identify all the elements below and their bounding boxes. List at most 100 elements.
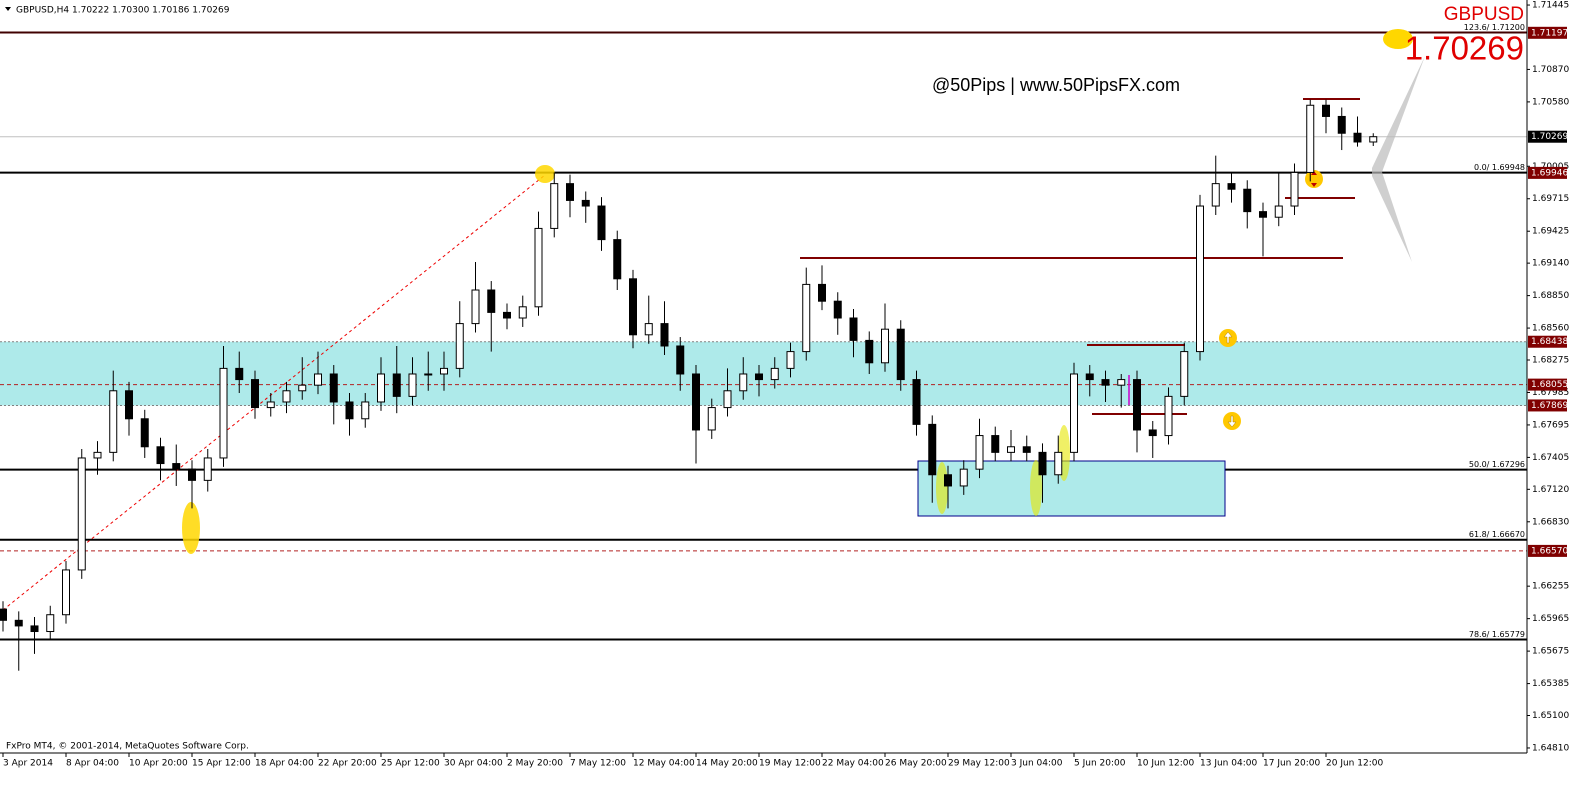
candle-body — [566, 183, 574, 201]
fib-label: 123.6/ 1.71200 — [1464, 23, 1525, 32]
candle-body — [345, 401, 354, 420]
candle-body — [140, 418, 149, 448]
price-label-box — [1528, 378, 1567, 391]
candle-body — [188, 468, 196, 481]
candle-body — [329, 373, 338, 403]
candle-body — [802, 283, 811, 353]
candle-body — [676, 345, 685, 375]
candle-body — [896, 328, 905, 381]
price-label-box — [1528, 399, 1567, 412]
x-tick-label: 15 Apr 12:00 — [192, 759, 251, 769]
x-tick-label: 3 Apr 2014 — [3, 759, 53, 769]
price-label: 1.66570 — [1531, 546, 1568, 556]
price-label-box — [1528, 26, 1567, 39]
candle-body — [109, 390, 118, 453]
candle-body — [424, 373, 433, 376]
candle-body — [361, 401, 370, 420]
candle-body — [881, 328, 889, 364]
candle-body — [487, 289, 496, 313]
fib-label: 50.0/ 1.67296 — [1469, 460, 1525, 469]
x-tick-label: 12 May 04:00 — [633, 759, 695, 769]
candle-body — [1274, 205, 1283, 218]
candle-body — [739, 373, 748, 392]
x-tick-label: 17 Jun 20:00 — [1263, 759, 1320, 769]
y-tick-label: 1.70580 — [1532, 97, 1569, 107]
y-tick-label: 1.67695 — [1532, 420, 1569, 430]
candle-body — [770, 367, 779, 381]
updown-icon — [1305, 170, 1323, 188]
candle-body — [1290, 171, 1299, 207]
candle-body — [865, 339, 874, 364]
candle-body — [975, 435, 984, 470]
candle-body — [503, 311, 511, 319]
price-label: 1.69946 — [1531, 168, 1568, 178]
candle-body — [944, 474, 952, 487]
x-tick-label: 10 Apr 20:00 — [129, 759, 188, 769]
candle-body — [534, 227, 543, 308]
candle-body — [1243, 188, 1252, 213]
candle-body — [1022, 446, 1031, 453]
symbol-label: GBPUSD — [1444, 4, 1524, 25]
candle-body — [786, 351, 795, 369]
marker-ellipse — [936, 462, 948, 514]
y-tick-label: 1.69715 — [1532, 194, 1569, 204]
candle-body — [392, 373, 401, 397]
x-tick-label: 18 Apr 04:00 — [255, 759, 314, 769]
y-tick-label: 1.68850 — [1532, 291, 1569, 301]
candle-body — [1007, 446, 1015, 453]
x-tick-label: 30 Apr 04:00 — [444, 759, 503, 769]
fib-label: 0.0/ 1.69948 — [1474, 163, 1525, 172]
candle-body — [1337, 115, 1346, 134]
zone-band — [0, 341, 1527, 406]
header-arrow — [5, 7, 11, 11]
price-label: 1.68055 — [1531, 380, 1568, 390]
x-tick-label: 29 May 12:00 — [948, 759, 1010, 769]
candle-body — [849, 317, 858, 341]
updown-arrow — [1311, 171, 1317, 187]
candle-body — [581, 199, 590, 207]
candle-body — [77, 457, 86, 571]
candle-body — [723, 390, 732, 409]
x-tick-label: 26 May 20:00 — [885, 759, 947, 769]
x-tick-label: 3 Jun 04:00 — [1011, 759, 1063, 769]
y-tick-label: 1.66830 — [1532, 517, 1569, 527]
candle-body — [613, 239, 622, 280]
price-label: 1.68438 — [1531, 337, 1568, 347]
x-tick-label: 14 May 20:00 — [696, 759, 758, 769]
price-label: 1.67869 — [1531, 401, 1568, 411]
watermark: @50Pips | www.50PipsFX.com — [932, 75, 1180, 95]
x-tick-label: 22 May 04:00 — [822, 759, 884, 769]
candle-body — [0, 608, 7, 621]
fib-label: 61.8/ 1.66670 — [1469, 530, 1525, 539]
candle-body — [1306, 104, 1315, 173]
y-tick-label: 1.65385 — [1532, 679, 1569, 689]
trend-line — [2, 174, 546, 611]
x-tick-label: 8 Apr 04:00 — [66, 759, 119, 769]
x-tick-label: 5 Jun 20:00 — [1074, 759, 1126, 769]
candle-body — [408, 373, 417, 397]
footer: FxPro MT4, © 2001-2014, MetaQuotes Softw… — [6, 742, 249, 752]
y-tick-label: 1.64810 — [1532, 743, 1569, 753]
axis-layer: 1.71445 1.70870 1.70580 1.70005 1.69715 1.694… — [2, 1, 1569, 769]
candle-body — [46, 614, 55, 633]
x-tick-label: 2 May 20:00 — [507, 759, 563, 769]
candle-body — [235, 367, 244, 381]
pointer-shape — [1372, 56, 1425, 262]
up-arrow — [1223, 331, 1233, 344]
candle-body — [991, 435, 1000, 453]
y-tick-label: 1.65675 — [1532, 647, 1569, 657]
candle-body — [203, 457, 212, 481]
marker-ellipse — [182, 502, 200, 554]
x-tick-label: 10 Jun 12:00 — [1137, 759, 1194, 769]
price-label-box — [1528, 544, 1567, 557]
candle-body — [62, 569, 70, 616]
candle-body — [471, 289, 480, 325]
x-tick-label: 22 Apr 20:00 — [318, 759, 377, 769]
candle-body — [1196, 205, 1204, 353]
candle-body — [1164, 395, 1173, 437]
big-price: 1.70269 — [1405, 30, 1524, 67]
fib-label: 78.6/ 1.65779 — [1469, 630, 1525, 639]
candle-body — [1227, 183, 1236, 190]
